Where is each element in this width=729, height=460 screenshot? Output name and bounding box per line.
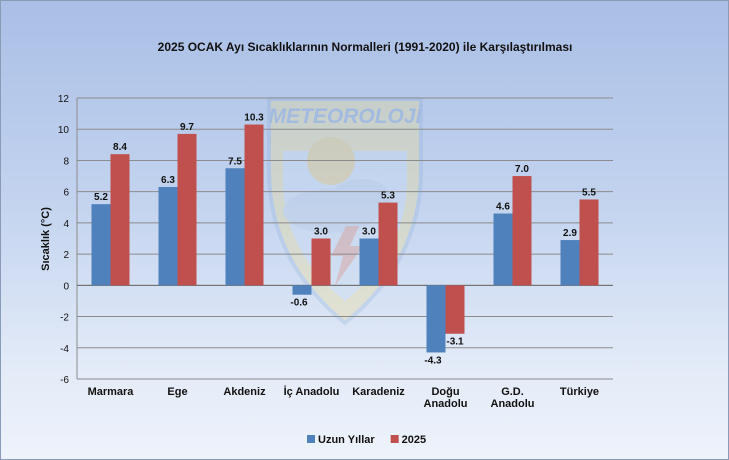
x-tick-label: Marmara [88,386,135,398]
y-tick-label: 6 [63,188,69,199]
y-tick-label: -2 [60,313,69,324]
data-label: 7.5 [228,156,242,167]
chart-title: 2025 OCAK Ayı Sıcaklıklarının Normalleri… [158,40,573,54]
legend-swatch [390,435,399,443]
bar [225,168,245,286]
x-tick-label: Anadolu [424,398,468,410]
bar [311,238,331,286]
data-label: 3.0 [314,227,328,238]
bar [560,240,580,286]
bar [244,124,264,286]
x-tick-label: Türkiye [560,386,599,398]
x-tick-label: Anadolu [491,398,535,410]
data-label: 7.0 [515,164,529,175]
y-tick-label: -6 [60,375,69,386]
watermark-text: METEOROLOJİ [269,105,423,128]
bar [378,202,398,286]
x-tick-label: İç Anadolu [284,385,340,398]
bar [292,285,312,295]
y-axis-label: Sıcaklık (°C) [40,207,52,271]
x-tick-label: Akdeniz [223,386,266,398]
bar [579,199,599,286]
legend-label: Uzun Yıllar [318,434,375,446]
data-label: 9.7 [180,122,194,133]
data-label: -0.6 [290,298,308,309]
y-tick-label: 2 [63,250,69,261]
bar [445,285,465,334]
y-tick-label: 12 [58,94,70,105]
bar [91,204,111,286]
data-label: 3.0 [362,227,376,238]
data-label: 8.4 [113,142,127,153]
data-label: -4.3 [424,355,442,366]
data-label: 5.5 [582,187,596,198]
x-tick-label: Doğu [431,386,459,398]
x-tick-label: Ege [167,386,187,398]
x-tick-label: G.D. [501,386,524,398]
data-label: 10.3 [244,113,264,124]
bar [158,186,178,286]
bar [177,133,197,286]
legend-label: 2025 [402,434,426,446]
bar [110,154,130,286]
bar [359,238,379,286]
x-tick-label: Karadeniz [352,386,405,398]
y-tick-label: -4 [60,344,69,355]
bar [493,213,513,286]
data-label: 2.9 [563,228,577,239]
y-tick-label: 4 [63,219,69,230]
data-label: 6.3 [161,175,175,186]
y-tick-label: 8 [63,156,69,167]
y-tick-label: 10 [58,125,70,136]
y-tick-label: 0 [63,281,69,292]
legend-swatch [307,435,315,443]
data-label: 5.2 [94,192,108,203]
data-label: 5.3 [381,191,395,202]
bar [426,285,446,353]
data-label: 4.6 [496,202,510,213]
labels-layer: -6 -4 -2 0 2 4 6 8 10 12 Marmara 5.2 8.4 Ege 6.3 9.7 Akd… [58,94,599,410]
legend: Uzun Yıllar 2025 [307,434,426,446]
watermark-logo: METEOROLOJİ [267,97,423,326]
data-label: -3.1 [446,337,464,348]
bar [512,176,532,286]
bars-layer [91,124,599,353]
